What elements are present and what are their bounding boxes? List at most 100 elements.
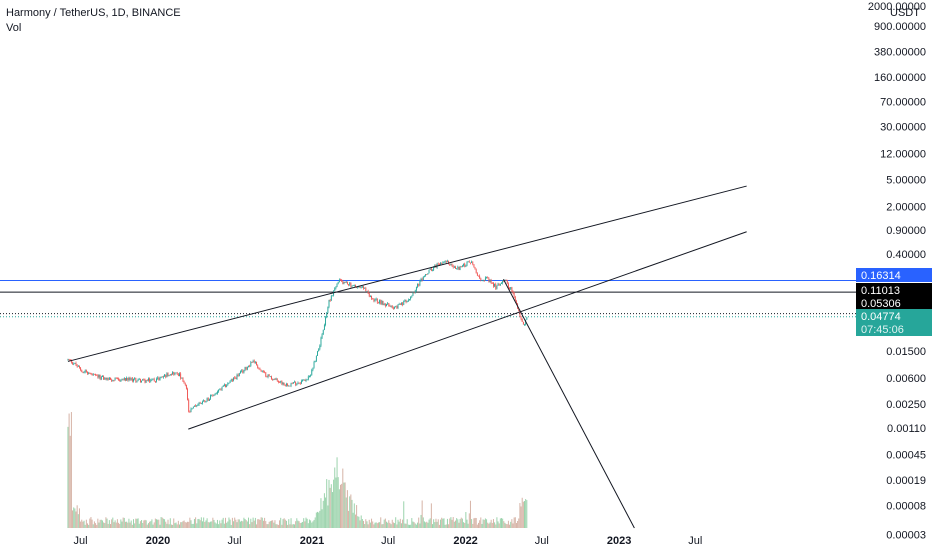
candle-body	[207, 398, 209, 401]
price-tick-label: 900.00000	[874, 21, 926, 33]
volume-bar	[277, 524, 279, 528]
volume-bar	[361, 519, 363, 528]
volume-bar	[129, 522, 131, 528]
candle-body	[190, 408, 192, 413]
volume-bar	[121, 521, 123, 528]
volume-bar	[525, 499, 527, 528]
volume-bar	[158, 519, 160, 528]
candle-body	[240, 371, 241, 374]
volume-bar	[156, 519, 158, 528]
candle-body	[107, 378, 109, 380]
volume-bar	[350, 494, 352, 528]
volume-bar	[238, 519, 240, 528]
volume-bar	[496, 517, 498, 528]
candle-body	[429, 268, 431, 270]
volume-bar	[375, 522, 377, 528]
candle-body	[519, 311, 521, 317]
volume-bar	[68, 413, 70, 528]
volume-bar	[197, 519, 199, 528]
volume-bar	[326, 479, 328, 528]
volume-bar	[446, 518, 448, 528]
candle-body	[428, 269, 430, 274]
candle-body	[315, 355, 317, 361]
candle-body	[506, 280, 508, 284]
volume-bar	[445, 524, 447, 528]
volume-bar	[279, 520, 281, 528]
volume-bar	[234, 517, 236, 528]
candle-body	[322, 329, 324, 335]
volume-bar	[176, 524, 178, 528]
candle-body	[384, 303, 386, 307]
volume-bar	[198, 518, 200, 528]
candle-body	[230, 379, 232, 381]
volume-bar	[236, 522, 238, 528]
price-tag-bg	[856, 296, 932, 310]
candle-body	[490, 280, 492, 284]
volume-bar	[323, 493, 325, 528]
volume-bar	[310, 520, 312, 528]
volume-bar	[74, 508, 76, 528]
candle-body	[84, 370, 86, 373]
candle-body	[321, 334, 323, 338]
volume-bar	[372, 521, 374, 528]
price-axis[interactable]: 2000.00000 900.00000 380.00000 160.00000 70.…	[868, 1, 926, 541]
candle-body	[422, 276, 424, 281]
volume-bar	[374, 522, 376, 528]
candle-body	[478, 275, 479, 277]
volume-bar	[509, 524, 511, 528]
candle-body	[344, 281, 346, 283]
volume-bar	[275, 524, 277, 528]
candle-body	[91, 373, 93, 375]
candle-body	[76, 365, 78, 367]
volume-bar	[191, 523, 193, 528]
volume-bar	[284, 519, 286, 528]
time-tick-label: Jul	[74, 535, 88, 547]
symbol-title[interactable]: Harmony / TetherUS, 1D, BINANCE	[6, 7, 181, 19]
candle-body	[275, 378, 277, 380]
price-tick-label: 12.00000	[880, 149, 926, 161]
volume-bar	[405, 523, 407, 528]
price-tag: 0.05306	[856, 296, 932, 310]
volume-bar	[469, 500, 471, 528]
candle-body	[425, 274, 427, 276]
volume-bar	[419, 523, 421, 528]
volume-label[interactable]: Vol	[6, 22, 22, 34]
candle-body	[522, 321, 524, 325]
candle-body	[310, 375, 312, 377]
candle-body	[67, 359, 69, 360]
volume-bar	[283, 518, 285, 528]
volume-bar	[443, 518, 445, 528]
candle-body	[459, 266, 461, 270]
volume-bar	[519, 503, 521, 528]
volume-bar	[150, 521, 152, 528]
volume-bar	[93, 521, 95, 528]
candle-body	[199, 402, 201, 404]
volume-bar	[170, 524, 172, 528]
candle-body	[503, 280, 505, 282]
price-tick-label: 5.00000	[886, 174, 926, 186]
candle-body	[259, 369, 261, 370]
volume-bar	[449, 518, 451, 528]
volume-bar	[185, 522, 187, 528]
volume-bar	[292, 524, 294, 528]
volume-bar	[296, 518, 298, 528]
candle-body	[488, 278, 490, 282]
candle-body	[282, 382, 284, 385]
candle-body	[82, 372, 84, 373]
candle-body	[254, 361, 256, 363]
volume-bar	[76, 505, 78, 528]
candle-body	[252, 360, 254, 363]
descending-line-trendline	[503, 279, 635, 529]
candle-body	[391, 305, 393, 308]
candle-body	[144, 379, 146, 383]
candle-body	[480, 278, 482, 281]
candle-body	[248, 365, 249, 367]
volume-bar	[396, 524, 398, 528]
volume-bar	[488, 523, 490, 528]
volume-bar	[151, 519, 153, 528]
time-axis[interactable]: Jul 2020 Jul 2021 Jul 2022 Jul 2023 Jul	[74, 535, 703, 547]
price-tag: 0.11013	[856, 283, 932, 297]
trendlines[interactable]	[67, 185, 747, 529]
